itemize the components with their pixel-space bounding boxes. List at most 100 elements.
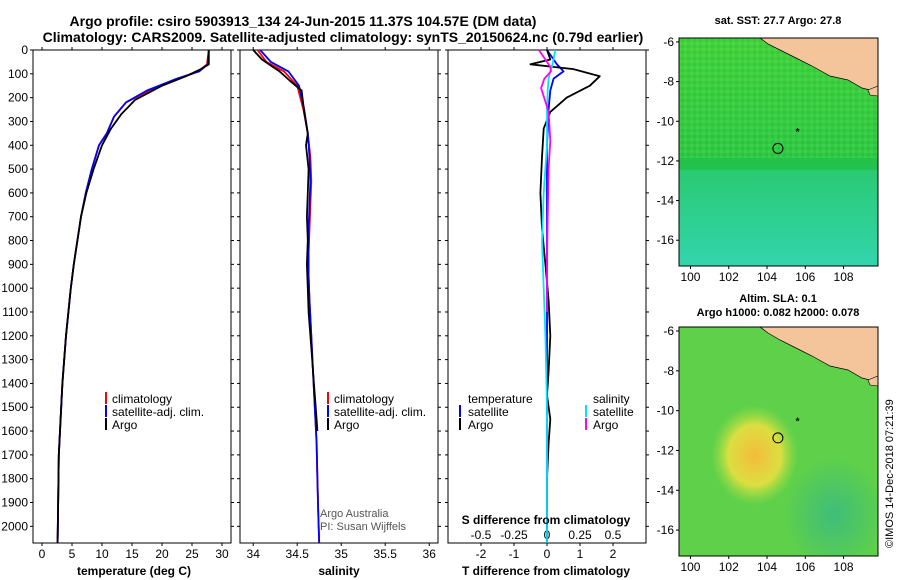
lat-tick-label: -12 (657, 154, 675, 168)
depth-tick-label: 1400 (1, 376, 28, 390)
argo-position-marker (772, 142, 784, 154)
lon-tick-label: 100 (680, 270, 700, 284)
depth-tick-label: 2000 (1, 519, 28, 533)
lat-tick-label: -16 (657, 523, 675, 537)
salinity-axis-label: salinity (318, 564, 360, 578)
depth-tick-label: 1900 (1, 496, 28, 510)
x-tick-label: 0 (544, 547, 551, 561)
argo-position-marker (772, 432, 784, 444)
x-tick-label: 15 (125, 547, 139, 561)
depth-tick-label: 300 (8, 114, 28, 128)
lon-tick-label: 104 (757, 270, 777, 284)
difference-panel: -2 -1 0 1 2 -0.5 -0.25 0 0.25 0.5 T difference f… (445, 47, 649, 578)
difference-series (529, 49, 601, 543)
lat-tick-label: -10 (657, 114, 675, 128)
legend-label-t-argo: Argo (468, 418, 494, 432)
legend-swatch-s-satellite (585, 405, 587, 417)
sla-map-axes: 100 102 104 106 108 -6 -8 -10 -12 -14 -16 (657, 324, 854, 574)
depth-tick-label: 500 (8, 162, 28, 176)
sla-map-frame (678, 326, 879, 557)
sla-map-title: Altim. SLA: 0.1 (739, 293, 817, 305)
x-tick-label: 20 (155, 547, 169, 561)
legend-label-climatology: climatology (334, 392, 394, 406)
lon-tick-label: 102 (719, 560, 739, 574)
legend-label-climatology: climatology (112, 392, 172, 406)
previous-position-marker: * (796, 417, 800, 428)
sst-map-frame (678, 37, 879, 267)
legend-swatch-t-argo (459, 418, 461, 430)
legend-swatch-t-satellite (459, 405, 461, 417)
lat-tick-label: -8 (663, 364, 674, 378)
x-tick-label: 34.5 (286, 547, 310, 561)
salinity-panel: 34 34.5 35 35.5 36 salinity climatology sate… (237, 47, 441, 578)
temperature-legend: climatology satellite-adj. clim. Argo (105, 392, 204, 432)
lat-tick-label: -6 (663, 324, 674, 338)
depth-tick-label: 900 (8, 257, 28, 271)
legend-label-s-satellite: satellite (593, 405, 634, 419)
sla-map-markers: * (772, 417, 800, 444)
depth-tick-label: 400 (8, 138, 28, 152)
legend-heading-temperature: temperature (468, 392, 533, 406)
depth-tick-label: 200 (8, 91, 28, 105)
depth-axis: 0 100 200 300 400 500 600 700 800 900 1000 1100 1200… (1, 43, 234, 533)
legend-label-t-satellite: satellite (468, 405, 509, 419)
salinity-x-axis: 34 34.5 35 35.5 36 (247, 47, 437, 561)
lon-tick-label: 106 (795, 270, 815, 284)
s-difference-axis-label: S difference from climatology (462, 513, 631, 527)
series-line-s-argo (538, 49, 552, 312)
lat-tick-label: -16 (657, 233, 675, 247)
lon-tick-label: 100 (680, 560, 700, 574)
depth-tick-label: 1200 (1, 329, 28, 343)
depth-tick-label: 1500 (1, 400, 28, 414)
lon-tick-label: 108 (834, 270, 854, 284)
legend-swatch-satellite-adj (327, 405, 329, 417)
depth-tick-label: 1700 (1, 448, 28, 462)
depth-tick-label: 1300 (1, 353, 28, 367)
x-tick-label: 35.5 (374, 547, 398, 561)
legend-swatch-climatology (327, 392, 329, 404)
depth-tick-label: 800 (8, 234, 28, 248)
salinity-series (252, 49, 321, 544)
depth-tick-label: 700 (8, 210, 28, 224)
lat-tick-label: -8 (663, 75, 674, 89)
difference-legend-temperature: temperature satellite Argo (459, 392, 533, 432)
x-tick-label: 34 (247, 547, 261, 561)
sla-map-panel: Altim. SLA: 0.1 Argo h1000: 0.082 h2000:… (657, 293, 879, 574)
lon-tick-label: 106 (795, 560, 815, 574)
x-tick-label: 0 (39, 547, 46, 561)
s-diff-tick-label: 0.5 (605, 528, 622, 542)
x-tick-label: 30 (215, 547, 229, 561)
s-diff-tick-label: -0.25 (500, 528, 528, 542)
previous-position-marker: * (796, 127, 800, 138)
lon-tick-label: 102 (719, 270, 739, 284)
difference-depth-ticks (445, 49, 649, 527)
legend-label-s-argo: Argo (593, 418, 619, 432)
depth-tick-label: 1000 (1, 281, 28, 295)
lat-tick-label: -10 (657, 404, 675, 418)
s-diff-tick-label: 0.25 (568, 528, 592, 542)
salinity-frame (239, 49, 439, 544)
x-tick-label: 35 (335, 547, 349, 561)
temperature-frame (32, 49, 232, 544)
s-diff-tick-label: -0.5 (471, 528, 492, 542)
sst-map-markers: * (772, 127, 800, 154)
salinity-depth-ticks (237, 49, 441, 527)
figure-title-line-2: Climatology: CARS2009. Satellite-adjuste… (43, 29, 644, 45)
pi-credit: PI: Susan Wijffels (320, 521, 406, 533)
legend-label-satellite-adj: satellite-adj. clim. (334, 405, 426, 419)
t-difference-axis-label: T difference from climatology (462, 564, 630, 578)
x-tick-label: -1 (509, 547, 520, 561)
series-line-satellite-adj-clim- (56, 49, 210, 544)
temperature-axis-label: temperature (deg C) (77, 564, 191, 578)
s-difference-x-axis: -0.5 -0.25 0 0.25 0.5 (471, 528, 622, 542)
x-tick-label: 36 (423, 547, 437, 561)
legend-heading-salinity: salinity (593, 392, 630, 406)
depth-tick-label: 1100 (2, 305, 28, 319)
sst-map-axes: 100 102 104 106 108 -6 -8 -10 -12 -14 -16 (657, 35, 854, 284)
x-tick-label: -2 (476, 547, 487, 561)
difference-legend-salinity: salinity satellite Argo (585, 392, 634, 432)
lon-tick-label: 104 (757, 560, 777, 574)
legend-label-argo: Argo (112, 418, 138, 432)
salinity-legend: climatology satellite-adj. clim. Argo (327, 392, 426, 432)
sla-map-subtitle: Argo h1000: 0.082 h2000: 0.078 (697, 307, 860, 319)
